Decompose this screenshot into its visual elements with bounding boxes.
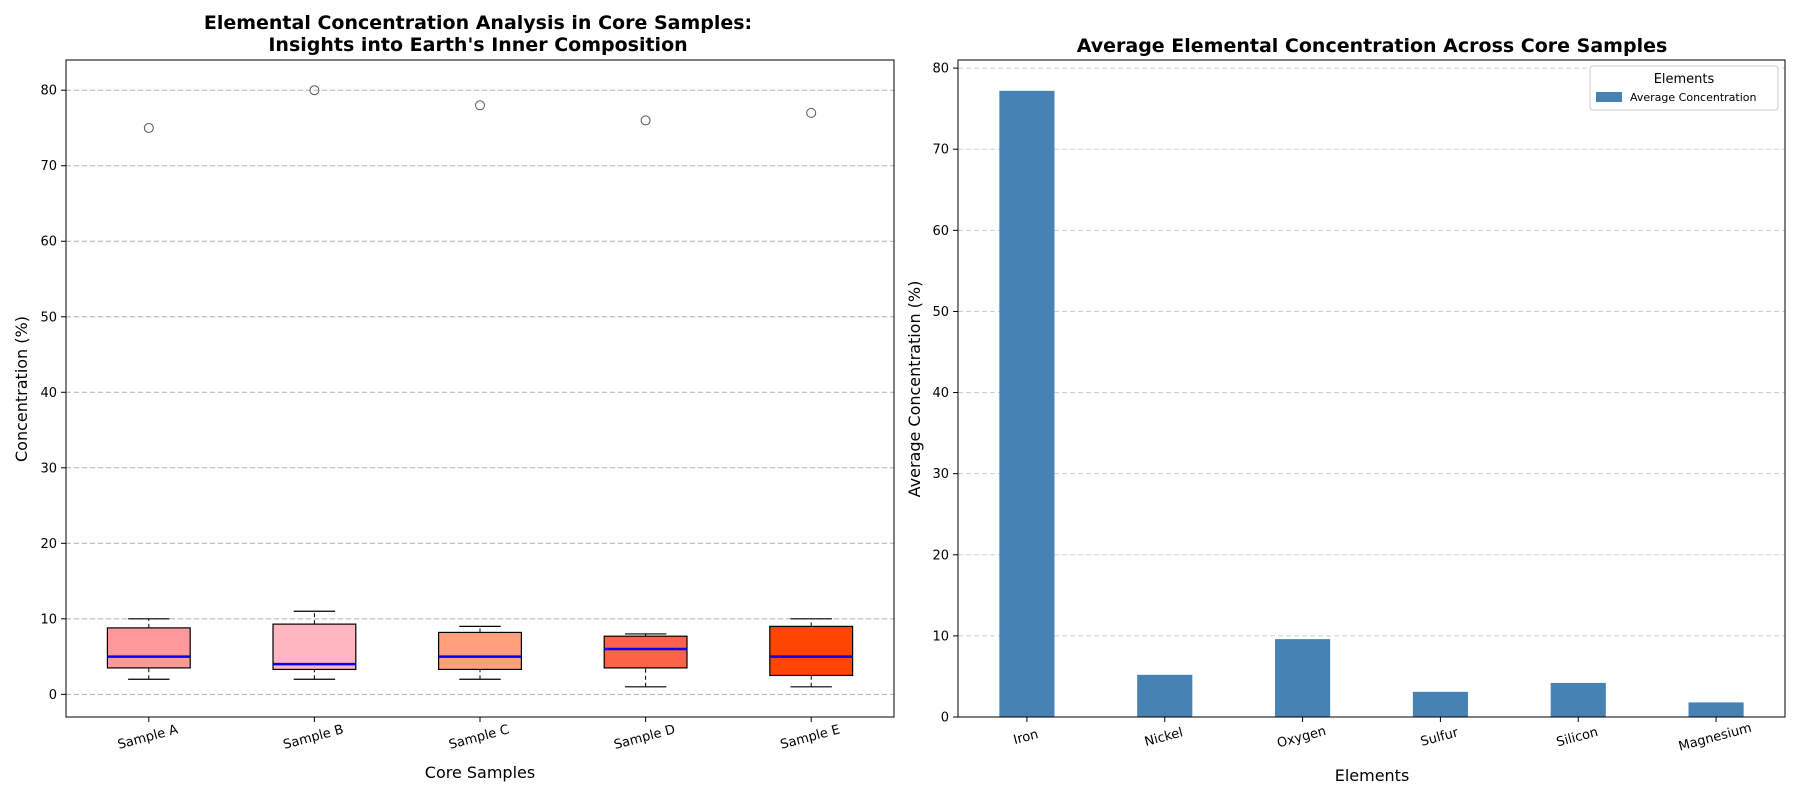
x-tick-label: Oxygen — [1276, 724, 1328, 751]
y-tick-label: 40 — [932, 386, 949, 401]
box-iqr — [438, 631, 523, 671]
bar-chart-frame — [957, 59, 1786, 718]
bar-iron — [999, 90, 1055, 718]
bar-chart: Average Elemental Concentration Across C… — [905, 35, 1786, 785]
y-tick-label: 40 — [40, 386, 57, 401]
y-tick-label: 0 — [941, 711, 949, 726]
y-tick-label: 30 — [40, 461, 57, 476]
box-chart-y-axis-label: Concentration (%) — [12, 316, 31, 462]
y-tick-label: 20 — [932, 548, 949, 563]
y-tick-label: 50 — [40, 310, 57, 325]
outlier-point — [309, 85, 320, 96]
bar-nickel — [1137, 674, 1193, 717]
x-tick-label: Sample A — [116, 722, 180, 753]
box-chart-x-ticks: Sample A Sample B Sample C Sample D Sample E — [116, 717, 842, 753]
box-plot-sample-d — [603, 115, 688, 688]
legend-title: Elements — [1654, 72, 1715, 87]
x-tick-label: Magnesium — [1677, 721, 1753, 755]
y-tick-label: 80 — [932, 62, 949, 77]
box-plot-sample-c — [438, 100, 523, 680]
outlier-point — [640, 115, 651, 126]
y-tick-label: 60 — [932, 224, 949, 239]
box-iqr — [106, 627, 191, 669]
outlier-point — [806, 107, 817, 118]
box-chart-x-axis-label: Core Samples — [425, 763, 535, 782]
box-chart-title-line1: Elemental Concentration Analysis in Core… — [204, 12, 752, 34]
bar-chart-title: Average Elemental Concentration Across C… — [1077, 35, 1668, 57]
x-tick-label: Sample E — [779, 722, 842, 752]
box-iqr — [769, 625, 854, 677]
box-plot-sample-b — [272, 85, 357, 680]
y-tick-label: 80 — [40, 84, 57, 99]
bar-chart-marks — [999, 90, 1744, 718]
y-tick-label: 30 — [932, 467, 949, 482]
y-tick-label: 0 — [49, 688, 57, 703]
y-tick-label: 70 — [40, 159, 57, 174]
bar-oxygen — [1275, 639, 1331, 717]
bar-chart-y-axis-label: Average Concentration (%) — [905, 281, 924, 498]
bar-chart-x-axis-label: Elements — [1335, 766, 1410, 785]
x-tick-label: Nickel — [1143, 725, 1185, 750]
bar-chart-x-ticks: Iron Nickel Oxygen Sulfur Silicon Magnesium — [1012, 717, 1753, 755]
legend-frame — [1589, 65, 1779, 111]
x-tick-label: Sample B — [282, 722, 346, 752]
outlier-point — [475, 100, 485, 111]
outlier-point — [143, 122, 154, 133]
box-plot-chart: Elemental Concentration Analysis in Core… — [12, 12, 895, 782]
bar-chart-legend: Elements Average Concentration — [1589, 65, 1779, 111]
box-chart-y-ticks: 0 10 20 30 40 50 60 70 80 — [40, 84, 66, 703]
bar-sulfur — [1412, 691, 1468, 717]
y-tick-label: 60 — [40, 235, 57, 250]
box-chart-title-line2: Insights into Earth's Inner Composition — [268, 34, 687, 56]
legend-entry: Average Concentration — [1630, 91, 1757, 104]
y-tick-label: 70 — [932, 143, 949, 158]
x-tick-label: Iron — [1012, 727, 1040, 748]
y-tick-label: 10 — [932, 629, 949, 644]
bar-silicon — [1550, 682, 1606, 717]
legend-swatch — [1596, 92, 1622, 102]
x-tick-label: Sample C — [447, 722, 511, 753]
box-chart-grid — [66, 89, 894, 695]
x-tick-label: Sulfur — [1419, 725, 1460, 750]
box-plot-sample-e — [769, 107, 854, 688]
bar-magnesium — [1688, 702, 1744, 717]
x-tick-label: Sample D — [612, 722, 677, 753]
box-plot-sample-a — [106, 122, 191, 680]
y-tick-label: 20 — [40, 537, 57, 552]
bar-chart-y-ticks: 0 10 20 30 40 50 60 70 80 — [932, 62, 958, 726]
bar-chart-grid — [958, 67, 1785, 637]
box-iqr — [603, 635, 688, 669]
y-tick-label: 10 — [40, 612, 57, 627]
y-tick-label: 50 — [932, 305, 949, 320]
x-tick-label: Silicon — [1555, 725, 1600, 750]
box-chart-marks — [106, 85, 854, 688]
box-iqr — [272, 623, 357, 671]
